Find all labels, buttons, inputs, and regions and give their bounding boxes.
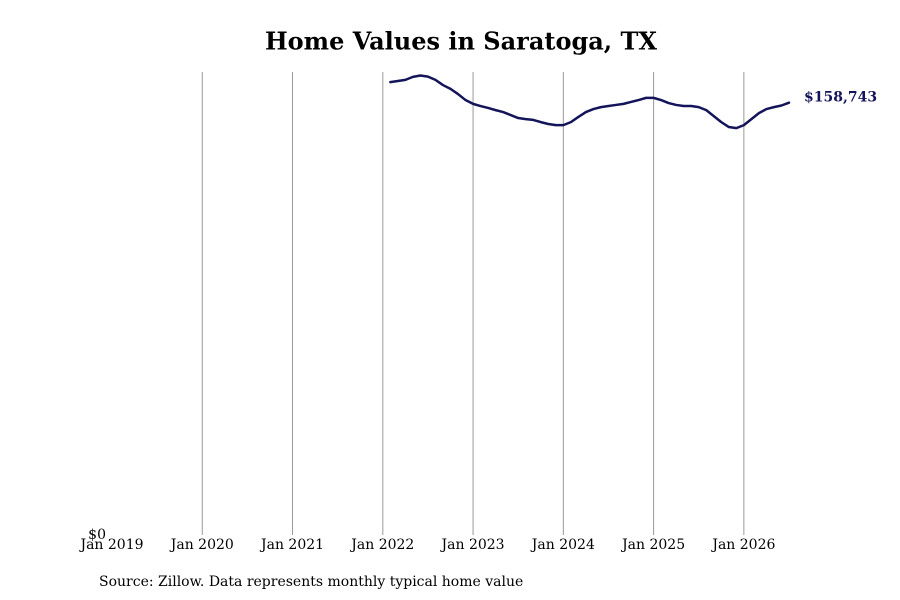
x-tick-label: Jan 2022 bbox=[349, 537, 414, 553]
x-tick-label: Jan 2019 bbox=[78, 537, 143, 553]
x-tick-label: Jan 2026 bbox=[710, 537, 775, 553]
x-tick-label: Jan 2025 bbox=[620, 537, 685, 553]
line-series bbox=[389, 74, 791, 130]
y-tick-label: $0 bbox=[88, 527, 106, 543]
x-tick-label: Jan 2023 bbox=[440, 537, 505, 553]
chart-title: Home Values in Saratoga, TX bbox=[265, 27, 657, 56]
end-value-label: $158,743 bbox=[804, 90, 877, 106]
x-tick-label: Jan 2021 bbox=[259, 537, 324, 553]
x-tick-label: Jan 2024 bbox=[530, 537, 595, 553]
source-note: Source: Zillow. Data represents monthly … bbox=[99, 574, 523, 590]
x-tick-label: Jan 2020 bbox=[169, 537, 234, 553]
